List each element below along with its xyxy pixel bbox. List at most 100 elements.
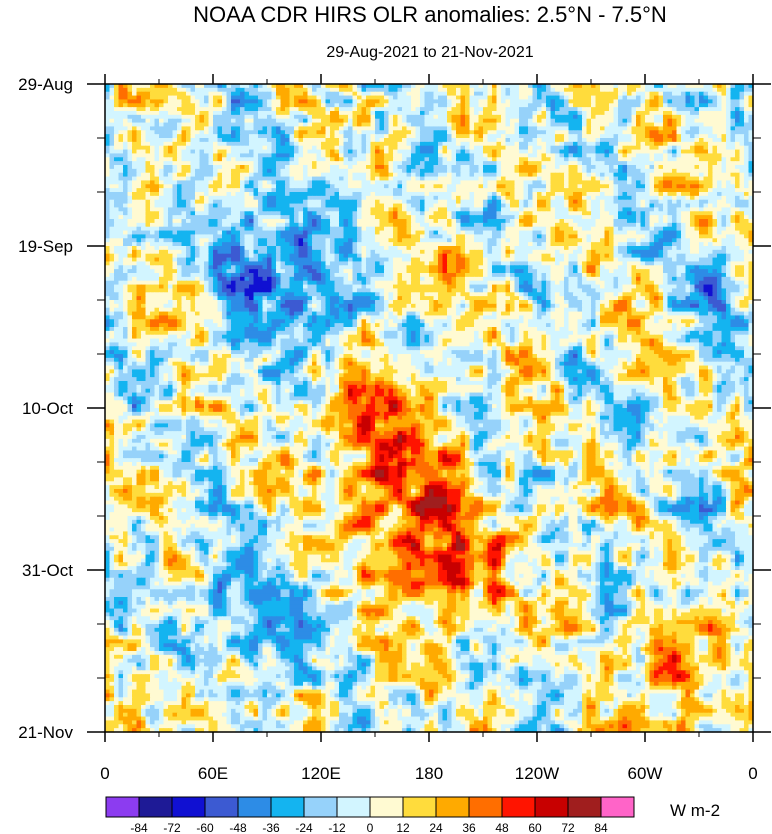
- heatmap-cell: [433, 161, 439, 166]
- heatmap-cell: [591, 130, 597, 135]
- heatmap-cell: [375, 176, 381, 182]
- heatmap-cell: [123, 91, 129, 97]
- heatmap-cell: [514, 180, 520, 185]
- heatmap-cell: [411, 134, 417, 139]
- heatmap-cell: [388, 141, 394, 147]
- heatmap-cell: [222, 168, 228, 174]
- heatmap-cell: [258, 207, 264, 212]
- heatmap-cell: [474, 114, 480, 120]
- heatmap-cell: [546, 207, 552, 212]
- heatmap-cell: [150, 87, 156, 93]
- heatmap-cell: [231, 161, 237, 166]
- heatmap-cell: [132, 165, 138, 170]
- heatmap-cell: [577, 172, 583, 178]
- heatmap-cell: [276, 211, 282, 216]
- heatmap-cell: [343, 172, 349, 178]
- heatmap-cell: [474, 203, 480, 209]
- heatmap-cell: [600, 195, 606, 201]
- heatmap-cell: [748, 126, 754, 131]
- heatmap-cell: [703, 130, 709, 135]
- heatmap-cell: [262, 138, 268, 143]
- heatmap-cell: [537, 176, 543, 182]
- heatmap-cell: [411, 195, 417, 201]
- heatmap-cell: [460, 91, 466, 97]
- heatmap-cell: [546, 107, 552, 112]
- heatmap-cell: [496, 176, 502, 182]
- heatmap-cell: [204, 138, 210, 143]
- heatmap-cell: [244, 122, 250, 128]
- heatmap-cell: [303, 130, 309, 135]
- heatmap-cell: [366, 172, 372, 178]
- heatmap-cell: [334, 145, 340, 151]
- heatmap-cell: [366, 184, 372, 189]
- heatmap-cell: [438, 203, 444, 209]
- heatmap-cell: [627, 188, 633, 193]
- heatmap-cell: [136, 138, 142, 143]
- heatmap-cell: [267, 184, 273, 189]
- heatmap-cell: [721, 203, 727, 209]
- heatmap-cell: [699, 188, 705, 193]
- heatmap-cell: [177, 172, 183, 178]
- heatmap-cell: [618, 199, 624, 205]
- heatmap-cell: [501, 126, 507, 131]
- heatmap-cell: [141, 87, 147, 93]
- heatmap-cell: [600, 84, 606, 89]
- heatmap-cell: [649, 211, 655, 216]
- heatmap-cell: [375, 84, 381, 89]
- heatmap-cell: [654, 99, 660, 104]
- heatmap-cell: [456, 188, 462, 193]
- heatmap-cell: [685, 114, 691, 120]
- heatmap-cell: [132, 199, 138, 205]
- heatmap-cell: [253, 91, 259, 97]
- heatmap-cell: [361, 149, 367, 155]
- heatmap-cell: [208, 126, 214, 131]
- heatmap-cell: [564, 180, 570, 185]
- heatmap-cell: [141, 134, 147, 139]
- heatmap-cell: [523, 195, 529, 201]
- heatmap-cell: [235, 141, 241, 147]
- heatmap-cell: [600, 134, 606, 139]
- heatmap-cell: [393, 141, 399, 147]
- heatmap-cell: [456, 153, 462, 158]
- heatmap-cell: [582, 203, 588, 209]
- heatmap-cell: [460, 211, 466, 216]
- heatmap-cell: [618, 172, 624, 178]
- heatmap-cell: [235, 176, 241, 182]
- heatmap-cell: [478, 95, 484, 101]
- heatmap-cell: [622, 165, 628, 170]
- heatmap-cell: [339, 176, 345, 182]
- heatmap-cell: [289, 153, 295, 158]
- heatmap-cell: [577, 188, 583, 193]
- heatmap-cell: [501, 141, 507, 147]
- heatmap-cell: [145, 165, 151, 170]
- heatmap-cell: [438, 207, 444, 212]
- heatmap-cell: [708, 95, 714, 101]
- heatmap-cell: [150, 172, 156, 178]
- heatmap-cell: [150, 130, 156, 135]
- heatmap-cell: [496, 207, 502, 212]
- heatmap-cell: [109, 84, 115, 89]
- heatmap-cell: [730, 141, 736, 147]
- heatmap-cell: [159, 172, 165, 178]
- heatmap-cell: [195, 215, 201, 220]
- heatmap-cell: [195, 172, 201, 178]
- heatmap-cell: [298, 99, 304, 104]
- heatmap-cell: [748, 130, 754, 135]
- heatmap-cell: [631, 107, 637, 112]
- heatmap-cell: [370, 103, 376, 108]
- heatmap-cell: [235, 165, 241, 170]
- heatmap-cell: [154, 188, 160, 193]
- heatmap-cell: [150, 161, 156, 166]
- heatmap-cell: [366, 180, 372, 185]
- heatmap-cell: [213, 153, 219, 158]
- heatmap-cell: [231, 126, 237, 131]
- heatmap-cell: [510, 95, 516, 101]
- heatmap-cell: [163, 87, 169, 93]
- heatmap-cell: [460, 114, 466, 120]
- heatmap-cell: [510, 215, 516, 220]
- heatmap-cell: [289, 107, 295, 112]
- heatmap-cell: [307, 172, 313, 178]
- heatmap-cell: [667, 203, 673, 209]
- heatmap-cell: [222, 84, 228, 89]
- heatmap-cell: [667, 122, 673, 128]
